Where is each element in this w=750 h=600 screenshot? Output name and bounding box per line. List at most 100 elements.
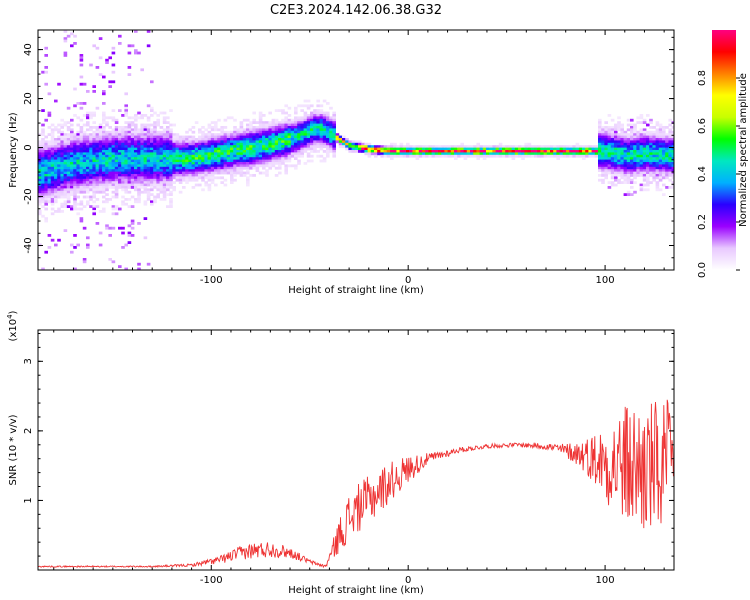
spectrogram-cell [140, 162, 144, 165]
spectrogram-cell [114, 147, 119, 151]
spectrogram-cell [70, 166, 74, 170]
spectrogram-cell [63, 39, 68, 43]
spectrogram-cell [150, 186, 154, 189]
spectrogram-cell [636, 142, 640, 146]
spectrogram-cell [73, 34, 77, 38]
spectrogram-cell [230, 174, 234, 177]
spectrogram-cell [649, 142, 653, 146]
spectrogram-cell [454, 147, 458, 151]
spectrogram-cell [54, 152, 58, 156]
spectrogram-cell [185, 171, 189, 175]
spectrogram-cell [284, 166, 288, 170]
spectrogram-cell [57, 178, 61, 182]
spectrogram-cell [255, 169, 260, 172]
spectrogram-cell [86, 147, 90, 151]
spectrogram-cell [111, 260, 116, 264]
spectrogram-cell [50, 150, 55, 153]
spectrogram-cell [79, 190, 84, 194]
spectrogram-cell [399, 142, 404, 146]
spectrogram-cell [639, 188, 644, 192]
spectrogram-cell [210, 169, 215, 172]
spectrogram-cell [175, 171, 180, 175]
spectrogram-cell [89, 183, 93, 187]
spectrogram-cell [463, 154, 468, 158]
spectrogram-cell [258, 135, 263, 139]
spectrogram-cell [130, 171, 135, 175]
spectrogram-cell [470, 154, 474, 158]
spectrogram-cell [614, 171, 618, 175]
spectrogram-cell [639, 159, 644, 163]
spectrogram-cell [358, 145, 362, 148]
spectrogram-cell [146, 193, 151, 196]
spectrogram-cell [76, 176, 80, 180]
spectrogram-cell [79, 130, 84, 134]
spectrogram-cell [630, 138, 634, 141]
spectrogram-cell [146, 195, 151, 199]
spectrogram-cell [98, 56, 103, 60]
spectrogram-cell [137, 176, 141, 180]
spectrogram-cell [646, 135, 650, 139]
spectrogram-cell [146, 30, 151, 33]
spectrogram-cell [204, 181, 208, 184]
spectrogram-cell [70, 174, 74, 177]
spectrogram-cell [198, 154, 202, 158]
spectrogram-cell [226, 157, 231, 160]
spectrogram-cell [162, 164, 167, 168]
spectrogram-cell [111, 142, 116, 146]
spectrogram-cell [127, 130, 132, 134]
spectrogram-cell [150, 150, 154, 153]
spectrogram-cell [559, 145, 564, 148]
spectrogram-cell [41, 183, 45, 187]
spectrogram-cell [300, 133, 304, 136]
spectrogram-cell [204, 142, 208, 146]
spectrogram-cell [121, 188, 125, 192]
spectrogram-cell [658, 145, 663, 148]
spectrogram-cell [38, 178, 42, 182]
spectrogram-cell [134, 145, 138, 148]
spectrogram-cell [598, 159, 602, 163]
spectrogram-cell [620, 133, 624, 136]
spectrogram-cell [252, 140, 256, 144]
spectrogram-cell [623, 145, 628, 148]
spectrogram-cell [662, 140, 666, 144]
spectrogram-cell [470, 152, 474, 156]
spectrogram-cell [182, 176, 186, 180]
spectrogram-cell [649, 133, 653, 136]
spectrogram-cell [146, 198, 151, 201]
spectrogram-cell [79, 56, 84, 60]
spectrogram-cell [617, 150, 621, 153]
spectrogram-cell [415, 152, 420, 156]
spectrogram-cell [66, 162, 71, 165]
spectrogram-cell [268, 164, 272, 168]
spectrogram-cell [236, 138, 240, 141]
spectrogram-cell [162, 186, 167, 189]
spectrogram-cell [89, 159, 93, 163]
spectrogram-cell [166, 121, 170, 124]
spectrogram-cell [649, 171, 653, 175]
spectrogram-cell [230, 181, 234, 184]
spectrogram-cell [604, 138, 608, 141]
spectrogram-cell [102, 114, 106, 117]
spectrogram-cell [319, 116, 324, 120]
spectrogram-cell [610, 154, 615, 158]
spectrogram-cell [70, 183, 74, 187]
spectrogram-cell [70, 150, 74, 153]
spectrogram-cell [207, 159, 212, 163]
spectrogram-cell [582, 154, 586, 158]
spectrogram-cell [207, 135, 212, 139]
spectrogram-cell [303, 116, 308, 120]
spectrogram-cell [124, 150, 128, 153]
spectrogram-cell [630, 142, 634, 146]
spectrogram-cell [82, 178, 87, 182]
spectrogram-ylabel: Frequency (Hz) [8, 112, 19, 188]
spectrogram-cell [159, 150, 164, 153]
spectrogram-cell [185, 140, 189, 144]
spectrogram-cell [204, 157, 208, 160]
spectrogram-cell [268, 150, 272, 153]
spectrogram-cell [159, 166, 164, 170]
spectrogram-cell [223, 145, 228, 148]
spectrogram-cell [79, 102, 84, 105]
spectrogram-cell [169, 154, 173, 158]
spectrogram-cell [335, 140, 340, 144]
spectrogram-cell [86, 190, 90, 194]
